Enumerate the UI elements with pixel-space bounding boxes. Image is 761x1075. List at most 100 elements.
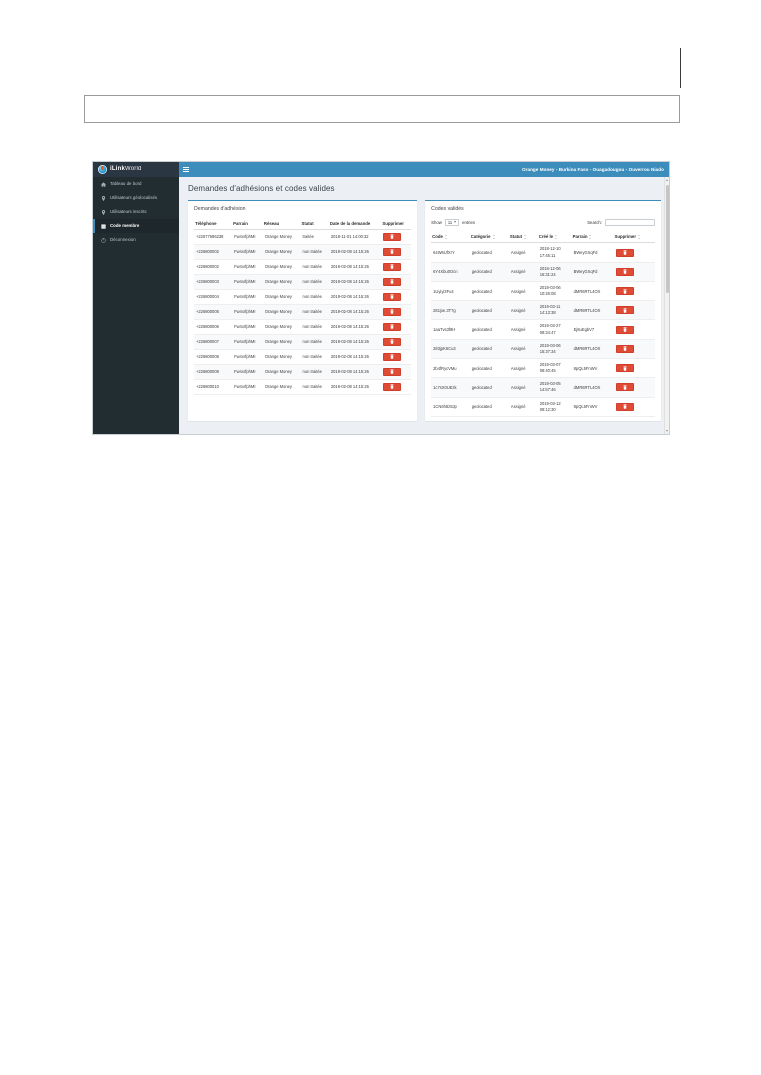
delete-row-button[interactable] (615, 402, 634, 411)
col-parrain[interactable]: Parrain (571, 232, 614, 244)
delete-row-button[interactable] (383, 337, 402, 346)
delete-row-button[interactable] (383, 322, 402, 331)
sidebar-item-deconnexion[interactable]: Déconnexion (93, 233, 179, 247)
delete-row-button[interactable] (615, 364, 634, 373)
trash-icon (390, 354, 395, 360)
cell-cree-le: 2019-03-06 10:26:08 (537, 281, 572, 302)
trash-icon (390, 369, 395, 375)
sidebar-item-label: Déconnexion (110, 237, 136, 243)
cell-code: 1aaTvs3f8H (431, 319, 470, 340)
cell-code: 281jse.3T7g (431, 300, 470, 321)
cell-parrain: Fw4xrfphMI (232, 379, 263, 395)
cell-telephone: +226800002 (194, 259, 233, 275)
search-label: Search: (587, 219, 602, 225)
panel-codes-valides: Codes validés Show 11 entries Search: (425, 200, 661, 421)
panels-row: Demandes d'adhésion Téléphone Parrain Ré… (179, 200, 669, 421)
sidebar-item-label: Utilisateurs inscrits (110, 209, 147, 215)
delete-row-button[interactable] (383, 277, 402, 286)
page-length-select[interactable]: 11 (444, 218, 460, 226)
search-input[interactable] (605, 218, 655, 226)
sidebar-item-utilisateurs-inscrits[interactable]: Utilisateurs inscrits (93, 205, 179, 219)
time-part: 10:26:08 (539, 291, 556, 297)
cell-supprimer (613, 397, 655, 417)
delete-row-button[interactable] (383, 262, 402, 271)
scroll-up-arrow-icon[interactable] (666, 179, 669, 181)
cell-parrain: 8pQL5FnWV (571, 397, 614, 417)
cell-statut: Assigné (508, 358, 538, 379)
col-categorie[interactable]: Catégorie (469, 232, 509, 244)
delete-row-button[interactable] (383, 232, 402, 241)
table-row: +226800003 Fw4xrfphMI Orange Money non trai… (194, 274, 412, 290)
delete-row-button[interactable] (615, 248, 634, 257)
cell-code: 2b4fRycVMu (431, 358, 470, 379)
trash-icon (390, 339, 395, 345)
delete-row-button[interactable] (615, 267, 634, 276)
trash-icon (390, 294, 395, 300)
trash-icon (390, 324, 395, 330)
delete-row-button[interactable] (615, 325, 634, 334)
table-row: +226800002 Fw4xrfphMI Orange Money non trai… (194, 244, 412, 260)
date-part: 2019-03-11 (539, 304, 561, 310)
cell-statut: non traitée (300, 244, 329, 260)
cell-reseau: Orange Money (262, 319, 301, 335)
cell-categorie: geolocated (469, 300, 509, 321)
cell-date: 2019-02-08 14:15:26 (328, 349, 382, 365)
cell-code: 283jpK6Cu3 (431, 339, 470, 360)
cell-parrain: dMR6RTL4OX (571, 281, 614, 302)
delete-row-button[interactable] (615, 344, 634, 353)
delete-row-button[interactable] (615, 383, 634, 392)
date-part: 2019-03-05 (539, 381, 561, 387)
cell-reseau: Orange Money (262, 334, 301, 350)
col-date: Date de la demande (328, 218, 382, 230)
delete-row-button[interactable] (383, 307, 402, 316)
col-supprimer[interactable]: Supprimer (613, 232, 655, 244)
cell-telephone: +226800008 (194, 349, 233, 365)
col-code[interactable]: Code (431, 232, 470, 244)
col-cree-le[interactable]: Créé le (537, 232, 572, 244)
cell-telephone: +226800004 (194, 289, 233, 305)
trash-icon (390, 264, 395, 270)
codes-table-head: Code Catégorie Statut Créé le Parrain Su… (431, 232, 655, 244)
delete-row-button[interactable] (615, 306, 634, 315)
chevron-down-icon (454, 221, 457, 224)
users-geo-icon (101, 195, 106, 201)
col-label: Code (432, 234, 443, 239)
table-row: 6Y4Xbu0Ocn geolocated Assigné 2018-12-06 16:… (431, 262, 655, 282)
scroll-down-arrow-icon[interactable] (666, 430, 669, 432)
panel-demandes-adhesion: Demandes d'adhésion Téléphone Parrain Ré… (188, 200, 418, 421)
brand-title-bold: iLink (110, 165, 126, 172)
date-part: 2019-03-07 (539, 362, 561, 368)
topbar-user-label[interactable]: Orange Money - Burkina Faso - Ouagadougo… (522, 166, 664, 172)
scrollbar-thumb[interactable] (665, 185, 669, 293)
table-row: +226800008 Fw4xrfphMI Orange Money non trai… (194, 349, 412, 365)
cell-reseau: Orange Money (262, 274, 301, 290)
cell-cree-le: 2019-03-12 09:12:30 (537, 397, 572, 417)
cell-statut: traitée (300, 229, 329, 245)
date-part: 2018-12-10 (539, 246, 561, 252)
sidebar-item-utilisateurs-geolocalises[interactable]: Utilisateurs géolocalisés (93, 191, 179, 205)
demandes-table: Téléphone Parrain Réseau Statut Date de … (194, 218, 412, 395)
cell-telephone: +22677686238 (194, 229, 233, 245)
brand-logo-block[interactable]: iLinkWorld (93, 162, 179, 177)
delete-row-button[interactable] (383, 247, 402, 256)
delete-row-button[interactable] (383, 367, 402, 376)
col-label: Créé le (538, 234, 554, 239)
sidebar-item-code-membre[interactable]: Code membre (93, 219, 179, 233)
col-parrain: Parrain (232, 218, 263, 230)
table-row: +226800004 Fw4xrfphMI Orange Money non trai… (194, 289, 412, 305)
delete-row-button[interactable] (383, 382, 402, 391)
sort-icon (444, 234, 449, 239)
delete-row-button[interactable] (383, 292, 402, 301)
sidebar-item-tableau-de-bord[interactable]: Tableau de bord (93, 177, 179, 191)
col-statut[interactable]: Statut (508, 232, 538, 244)
cell-code: 64W6UfXrY (431, 242, 470, 263)
delete-row-button[interactable] (383, 352, 402, 361)
cell-parrain: Fw4xrfphMI (232, 289, 263, 305)
hamburger-menu-icon[interactable] (183, 167, 189, 172)
delete-row-button[interactable] (615, 287, 634, 296)
trash-icon (390, 249, 395, 255)
vertical-scrollbar[interactable] (664, 177, 669, 434)
cell-telephone: +226800006 (194, 319, 233, 335)
page-length-control: Show 11 entries (431, 218, 475, 226)
table-header-row: Code Catégorie Statut Créé le Parrain Su… (431, 232, 655, 244)
